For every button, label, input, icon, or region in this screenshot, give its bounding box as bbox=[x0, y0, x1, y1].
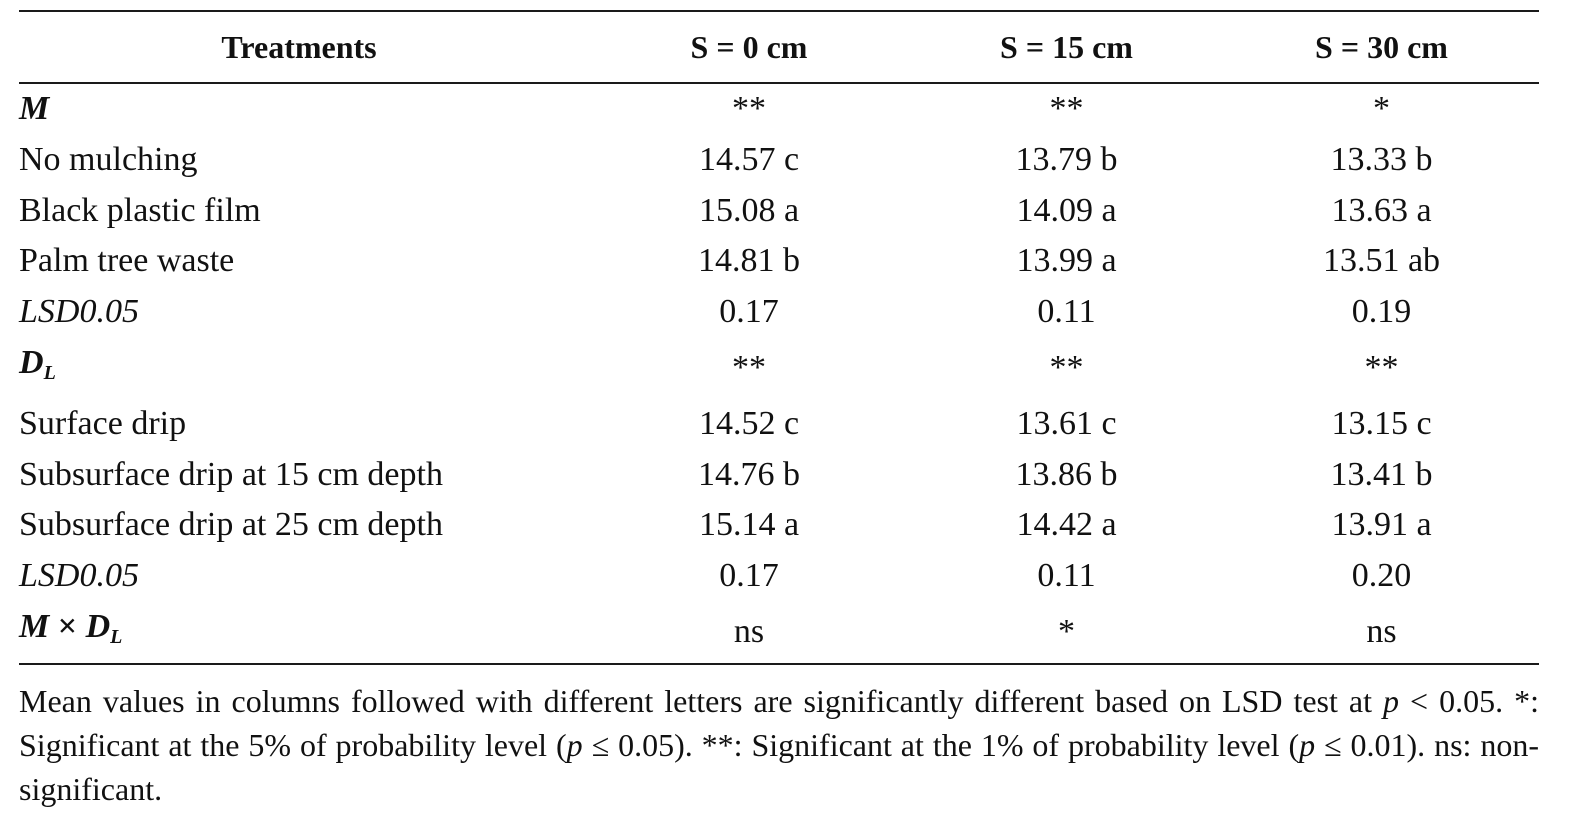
table-row: Palm tree waste 14.81 b 13.99 a 13.51 ab bbox=[19, 236, 1539, 287]
footnote-p-symbol: p bbox=[1383, 682, 1400, 719]
cell-s0: 15.14 a bbox=[698, 506, 800, 544]
row-label: Palm tree waste bbox=[19, 242, 235, 280]
header-s15: S = 15 cm bbox=[1000, 29, 1133, 65]
cell-s0: 14.76 b bbox=[698, 455, 800, 493]
row-label: Surface drip bbox=[19, 404, 187, 442]
row-label: Subsurface drip at 15 cm depth bbox=[19, 455, 443, 493]
cell-s15: 13.86 b bbox=[1015, 455, 1118, 493]
header-s30: S = 30 cm bbox=[1315, 29, 1448, 65]
cell-s30: 13.15 c bbox=[1331, 404, 1432, 442]
table-row: No mulching 14.57 c 13.79 b 13.33 b bbox=[19, 135, 1539, 186]
header-s0: S = 0 cm bbox=[690, 29, 808, 65]
cell-s0: 15.08 a bbox=[698, 191, 800, 229]
row-label: M bbox=[19, 90, 50, 127]
row-label-main: D bbox=[19, 343, 44, 381]
header-row: Treatments S = 0 cm S = 15 cm S = 30 cm bbox=[19, 12, 1539, 83]
footnote-text: Mean values in columns followed with dif… bbox=[19, 682, 1384, 719]
cell-s15: ** bbox=[1049, 348, 1084, 386]
cell-s15: ** bbox=[1049, 90, 1084, 127]
row-label: LSD0.05 bbox=[19, 557, 139, 595]
table-row: Surface drip 14.52 c 13.61 c 13.15 c bbox=[19, 399, 1539, 450]
table-row: Subsurface drip at 25 cm depth 15.14 a 1… bbox=[19, 500, 1539, 551]
row-label: LSD0.05 bbox=[19, 293, 139, 331]
cell-s15: 0.11 bbox=[1037, 557, 1096, 595]
table-row: LSD0.05 0.17 0.11 0.20 bbox=[19, 551, 1539, 602]
cell-s0: 0.17 bbox=[719, 293, 779, 331]
cell-s15: 13.61 c bbox=[1016, 404, 1117, 442]
cell-s30: 13.63 a bbox=[1331, 191, 1432, 229]
row-label: Subsurface drip at 25 cm depth bbox=[19, 506, 443, 544]
table-row: M × DL ns * ns bbox=[19, 601, 1539, 665]
row-label: No mulching bbox=[19, 140, 198, 178]
table-container: Treatments S = 0 cm S = 15 cm S = 30 cm … bbox=[19, 10, 1539, 811]
cell-s30: ** bbox=[1364, 348, 1399, 386]
cell-s30: ns bbox=[1224, 601, 1539, 665]
table-row: LSD0.05 0.17 0.11 0.19 bbox=[19, 287, 1539, 338]
cell-s30: * bbox=[1373, 90, 1390, 127]
row-label: M × DL bbox=[19, 601, 589, 665]
footnote-p-symbol: p bbox=[566, 726, 583, 763]
cell-s0: ** bbox=[732, 348, 766, 386]
row-label-subscript: L bbox=[110, 625, 123, 648]
cell-s30: 13.33 b bbox=[1330, 140, 1433, 178]
header-treatments: Treatments bbox=[221, 29, 377, 65]
times-symbol: × bbox=[57, 607, 78, 645]
cell-s15: 14.09 a bbox=[1016, 191, 1117, 229]
row-label: Black plastic film bbox=[19, 191, 261, 229]
cell-s0: ns bbox=[589, 601, 909, 665]
table-row: Black plastic film 15.08 a 14.09 a 13.63… bbox=[19, 186, 1539, 237]
cell-s0: 14.81 b bbox=[698, 242, 800, 280]
cell-s15: 14.42 a bbox=[1016, 506, 1117, 544]
row-label-a: M bbox=[19, 607, 50, 645]
table-row: Subsurface drip at 15 cm depth 14.76 b 1… bbox=[19, 450, 1539, 501]
table-row: M ** ** * bbox=[19, 83, 1539, 135]
cell-s15: 13.99 a bbox=[1016, 242, 1117, 280]
cell-s30: 0.20 bbox=[1351, 557, 1412, 595]
cell-s15: * bbox=[909, 601, 1224, 665]
cell-s30: 13.51 ab bbox=[1322, 242, 1441, 280]
cell-s15: 0.11 bbox=[1037, 293, 1096, 331]
cell-s0: 0.17 bbox=[719, 557, 779, 595]
cell-s30: 13.41 b bbox=[1330, 455, 1433, 493]
cell-s30: 0.19 bbox=[1351, 293, 1412, 331]
footnote-text: ≤ 0.01). ns: non-significant. bbox=[19, 726, 1540, 807]
cell-s0: 14.52 c bbox=[698, 404, 800, 442]
cell-s0: 14.57 c bbox=[698, 140, 800, 178]
table-footnote: Mean values in columns followed with dif… bbox=[19, 679, 1539, 811]
footnote-p-symbol: p bbox=[1299, 726, 1316, 763]
row-label-subscript: L bbox=[43, 361, 56, 384]
row-label: DL bbox=[19, 338, 589, 399]
cell-s30: 13.91 a bbox=[1331, 506, 1432, 544]
cell-s15: 13.79 b bbox=[1015, 140, 1118, 178]
cell-s0: ** bbox=[732, 90, 766, 127]
footnote-text: ≤ 0.05). **: Significant at the 1% of pr… bbox=[582, 726, 1300, 763]
table-row: DL ** ** ** bbox=[19, 338, 1539, 399]
footnote-text: < 0.05. *: Significant at the 5% of prob… bbox=[19, 682, 1540, 763]
row-label-b: D bbox=[85, 607, 111, 645]
results-table: Treatments S = 0 cm S = 15 cm S = 30 cm … bbox=[19, 12, 1539, 665]
top-rule bbox=[19, 10, 1539, 12]
